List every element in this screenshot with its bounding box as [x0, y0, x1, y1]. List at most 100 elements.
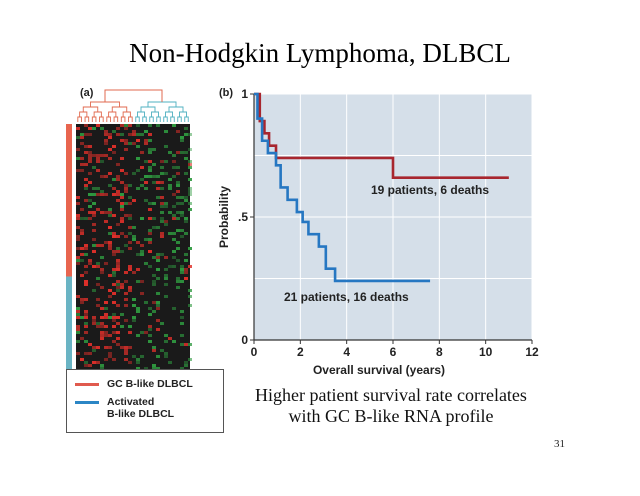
heatmap-cell: [184, 271, 188, 274]
heatmap-cell: [152, 283, 156, 286]
heatmap-cell: [108, 352, 112, 355]
x-tick-labels: 0 2 4 6 8 10 12: [251, 340, 539, 359]
heatmap-cell: [132, 226, 136, 229]
heatmap-cell: [188, 289, 192, 292]
heatmap-cell: [88, 127, 92, 130]
heatmap-cell: [160, 322, 164, 325]
heatmap-cell: [176, 166, 180, 169]
legend-swatch-activated: [75, 401, 99, 404]
heatmap-cell: [120, 133, 124, 136]
heatmap-cell: [112, 313, 116, 316]
heatmap-cell: [168, 184, 172, 187]
heatmap-cell: [136, 253, 140, 256]
heatmap-cell: [136, 310, 140, 313]
heatmap-cell: [156, 277, 160, 280]
heatmap-cell: [100, 286, 104, 289]
heatmap-cell: [128, 289, 132, 292]
heatmap-cell: [132, 238, 136, 241]
heatmap-cell: [116, 223, 120, 226]
heatmap-cell: [176, 181, 180, 184]
heatmap-cell: [140, 250, 144, 253]
heatmap-cell: [180, 316, 184, 319]
heatmap-cell: [140, 217, 144, 220]
heatmap-cell: [100, 316, 104, 319]
heatmap-cell: [148, 250, 152, 253]
heatmap-cell: [76, 238, 80, 241]
dendrogram-branch: [135, 116, 140, 122]
heatmap-cell: [176, 277, 180, 280]
survival-curve-activated: [254, 92, 431, 283]
heatmap-cell: [100, 190, 104, 193]
heatmap-cell: [136, 367, 140, 370]
heatmap-cell: [176, 241, 180, 244]
heatmap-cell: [100, 256, 104, 259]
heatmap-cell: [144, 175, 148, 178]
heatmap-cell: [120, 313, 124, 316]
y-tick-labels: 0.51: [238, 87, 254, 347]
heatmap-cell: [80, 142, 84, 145]
heatmap-cell: [128, 346, 132, 349]
heatmap-cell: [84, 310, 88, 313]
heatmap-cell: [148, 151, 152, 154]
heatmap-cell: [120, 286, 124, 289]
dendrogram-branch: [142, 116, 147, 122]
heatmap-cell: [124, 139, 128, 142]
heatmap-cell: [104, 334, 108, 337]
heatmap-cell: [112, 319, 116, 322]
heatmap-cell: [144, 160, 148, 163]
heatmap-cell: [116, 268, 120, 271]
heatmap-cell: [76, 295, 80, 298]
heatmap-cell: [148, 328, 152, 331]
heatmap-cell: [76, 340, 80, 343]
heatmap-cell: [136, 241, 140, 244]
heatmap-cell: [124, 346, 128, 349]
heatmap-cell: [84, 133, 88, 136]
heatmap-cell: [156, 181, 160, 184]
heatmap-cell: [188, 343, 192, 346]
dendrogram-branch: [137, 111, 145, 117]
heatmap-cell: [188, 202, 192, 205]
heatmap-cell: [140, 253, 144, 256]
heatmap-cell: [100, 154, 104, 157]
legend-label-activated-line1: Activated: [107, 396, 155, 408]
heatmap-cell: [156, 301, 160, 304]
heatmap-cell: [180, 229, 184, 232]
dendrogram-branch: [140, 106, 156, 112]
heatmap-cell: [76, 202, 80, 205]
heatmap-cell: [164, 268, 168, 271]
heatmap-cell: [140, 166, 144, 169]
heatmap-cell: [76, 235, 80, 238]
heatmap-cell: [184, 199, 188, 202]
heatmap-cell: [92, 166, 96, 169]
heatmap-cell: [116, 193, 120, 196]
x-tick-label: 4: [343, 345, 350, 359]
heatmap-cell: [156, 319, 160, 322]
heatmap-cell: [120, 202, 124, 205]
heatmap-cell: [176, 280, 180, 283]
heatmap-cell: [152, 202, 156, 205]
heatmap-cell: [84, 313, 88, 316]
heatmap-cell: [116, 190, 120, 193]
heatmap-cell: [100, 364, 104, 367]
heatmap-cell: [180, 268, 184, 271]
heatmap-cell: [164, 352, 168, 355]
dendrogram-branch: [113, 116, 119, 122]
dendrogram-branch: [111, 106, 128, 112]
heatmap-cell: [152, 301, 156, 304]
heatmap-cell: [156, 367, 160, 370]
heatmap-cell: [96, 154, 100, 157]
heatmap-cell: [128, 133, 132, 136]
heatmap-cell: [116, 322, 120, 325]
heatmap-cell: [168, 187, 172, 190]
heatmap-cell: [184, 277, 188, 280]
heatmap-cell: [168, 211, 172, 214]
heatmap-cell: [88, 262, 92, 265]
heatmap-cell: [128, 196, 132, 199]
heatmap-cell: [180, 280, 184, 283]
heatmap-cell: [156, 256, 160, 259]
heatmap-cell: [184, 172, 188, 175]
heatmap-cell: [176, 172, 180, 175]
heatmap-cell: [112, 145, 116, 148]
heatmap-cell: [112, 253, 116, 256]
heatmap-cell: [76, 217, 80, 220]
